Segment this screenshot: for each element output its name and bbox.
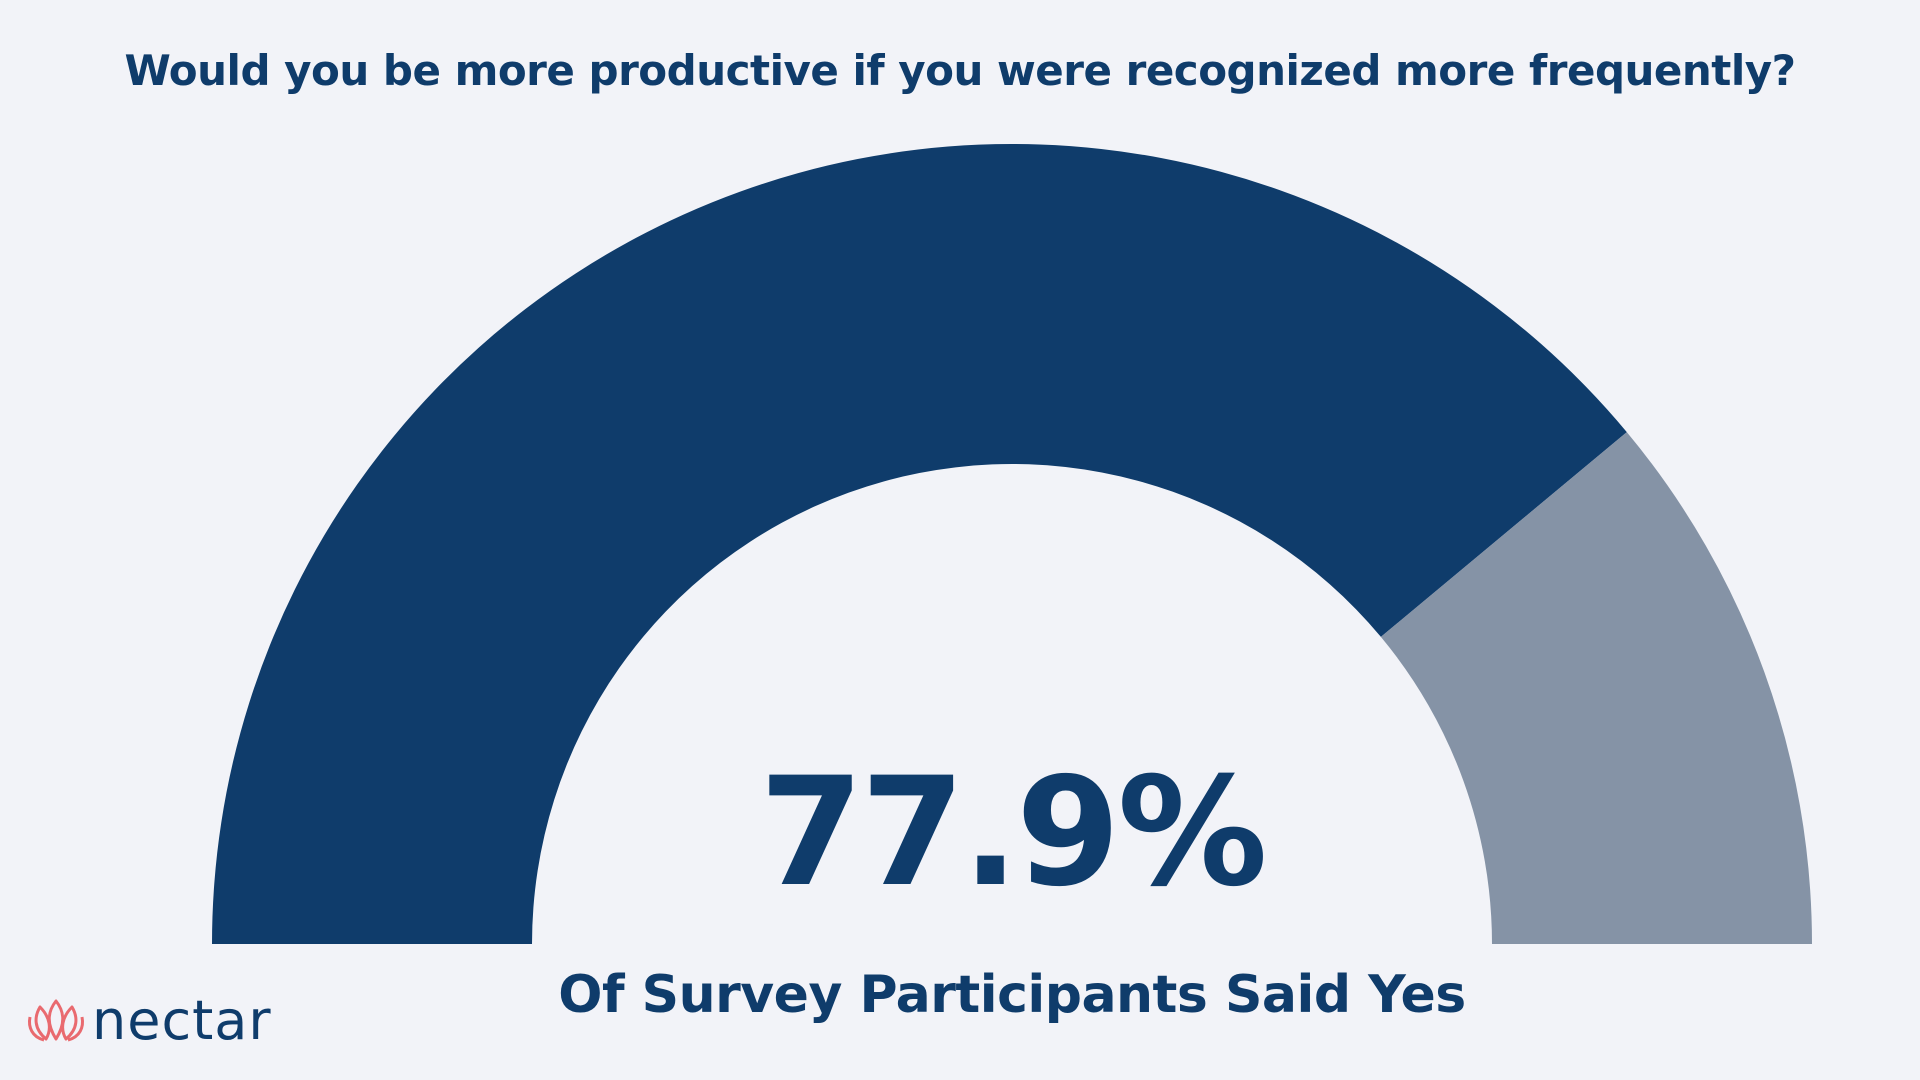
gauge-segments bbox=[212, 144, 1812, 944]
gauge-segment-other bbox=[1380, 432, 1812, 944]
gauge-segment-yes bbox=[212, 144, 1627, 944]
lotus-icon bbox=[28, 999, 84, 1042]
nectar-logo: nectar bbox=[26, 988, 272, 1052]
logo-wordmark: nectar bbox=[92, 988, 272, 1052]
chart-subtitle: Of Survey Participants Said Yes bbox=[558, 965, 1466, 1025]
chart-title: Would you be more productive if you were… bbox=[124, 46, 1796, 95]
headline-percentage: 77.9% bbox=[759, 746, 1267, 920]
